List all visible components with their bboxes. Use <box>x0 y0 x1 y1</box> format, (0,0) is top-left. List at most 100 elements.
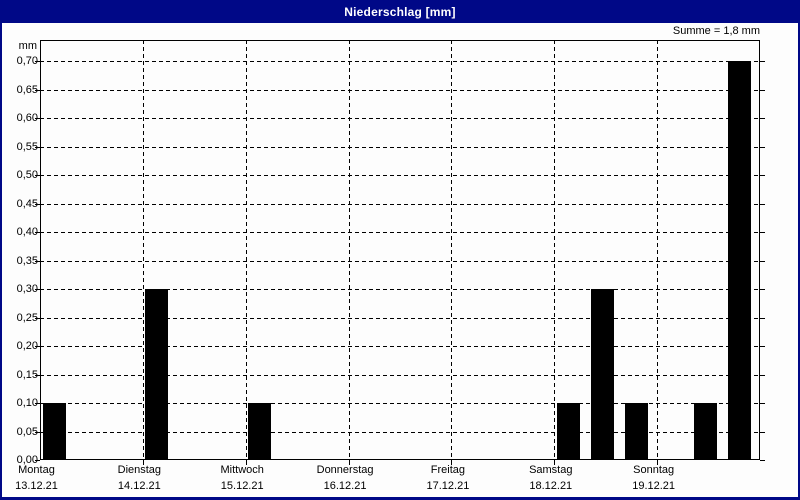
y-tick-left <box>35 146 40 148</box>
precipitation-bar <box>556 403 580 460</box>
h-gridline <box>40 260 760 262</box>
y-tick-left <box>35 61 40 62</box>
window-border-left <box>0 0 2 500</box>
y-tick-right <box>760 317 765 319</box>
h-gridline <box>40 374 760 376</box>
y-tick-left <box>35 431 40 433</box>
y-tick-right <box>760 203 765 205</box>
x-tick <box>245 460 247 465</box>
y-tick-left <box>35 289 40 290</box>
y-tick-label: 0,35 <box>16 254 38 267</box>
h-gridline <box>40 146 760 148</box>
h-gridline <box>40 175 760 176</box>
x-tick <box>657 460 659 465</box>
v-gridline <box>657 40 659 460</box>
y-tick-left <box>35 403 40 404</box>
x-tick <box>348 460 350 465</box>
y-tick-left <box>35 260 40 262</box>
h-gridline <box>40 203 760 205</box>
y-tick-left <box>35 232 40 233</box>
sum-annotation: Summe = 1,8 mm <box>672 25 760 37</box>
x-date-label: 18.12.21 <box>529 480 573 492</box>
x-day-label: Mittwoch <box>220 464 264 476</box>
v-gridline <box>451 40 453 460</box>
y-tick-left <box>35 175 40 176</box>
precipitation-bar <box>625 403 649 460</box>
x-date-label: 13.12.21 <box>15 480 58 492</box>
y-tick-left <box>35 346 40 347</box>
y-tick-right <box>760 374 765 376</box>
x-day-label: Freitag <box>430 464 466 476</box>
x-date-label: 15.12.21 <box>220 480 264 492</box>
x-day-label: Montag <box>18 464 55 476</box>
title-bar: Niederschlag [mm] <box>0 0 800 23</box>
h-gridline <box>40 431 760 433</box>
h-gridline <box>40 61 760 62</box>
y-tick-right <box>760 260 765 262</box>
h-gridline <box>40 317 760 319</box>
x-date-label: 17.12.21 <box>426 480 470 492</box>
y-tick-left <box>35 118 40 119</box>
x-tick <box>451 460 453 465</box>
x-date-label: 19.12.21 <box>632 480 676 492</box>
x-date-label: 16.12.21 <box>323 480 367 492</box>
y-tick-label: 0,05 <box>16 425 38 438</box>
h-gridline <box>40 346 760 347</box>
y-tick-label: 0,45 <box>16 197 38 210</box>
y-tick-right <box>760 460 765 461</box>
v-gridline <box>142 40 144 460</box>
h-gridline <box>40 118 760 119</box>
y-tick-right <box>760 118 765 119</box>
h-gridline <box>40 289 760 290</box>
v-gridline <box>245 40 247 460</box>
y-tick-label: 0,00 <box>16 454 38 466</box>
window-border-right <box>798 0 800 500</box>
precipitation-bar <box>42 403 66 460</box>
y-tick-right <box>760 431 765 433</box>
precipitation-bar <box>693 403 717 460</box>
v-gridline <box>554 40 556 460</box>
precipitation-bar <box>591 289 615 460</box>
x-day-label: Donnerstag <box>316 464 374 476</box>
y-tick-right <box>760 89 765 91</box>
y-tick-label: 0,55 <box>16 140 38 153</box>
y-tick-label: 0,10 <box>16 397 38 409</box>
y-tick-right <box>760 232 765 233</box>
x-tick <box>554 460 556 465</box>
y-tick-label: 0,70 <box>16 55 38 67</box>
y-tick-label: 0,30 <box>16 283 38 295</box>
window-border-bottom <box>0 497 800 500</box>
y-tick-label: 0,60 <box>16 112 38 124</box>
y-tick-label: 0,40 <box>16 226 38 238</box>
y-tick-right <box>760 61 765 62</box>
precipitation-bar <box>728 61 752 460</box>
y-tick-right <box>760 146 765 148</box>
v-gridline <box>348 40 350 460</box>
y-tick-label: 0,15 <box>16 368 38 381</box>
y-tick-label: 0,65 <box>16 83 38 96</box>
x-tick <box>142 460 144 465</box>
x-day-label: Dienstag <box>117 464 162 476</box>
y-tick-left <box>35 203 40 205</box>
h-gridline <box>40 89 760 91</box>
y-tick-label: 0,20 <box>16 340 38 352</box>
x-day-label: Samstag <box>529 464 573 476</box>
y-tick-left <box>35 317 40 319</box>
y-tick-left <box>35 89 40 91</box>
y-axis-unit-label: mm <box>18 40 37 52</box>
y-tick-right <box>760 289 765 290</box>
y-tick-left <box>35 460 40 461</box>
h-gridline <box>40 403 760 404</box>
precipitation-bar <box>145 289 169 460</box>
y-tick-right <box>760 175 765 176</box>
precipitation-bar <box>248 403 272 460</box>
y-tick-right <box>760 403 765 404</box>
y-tick-label: 0,50 <box>16 169 38 181</box>
h-gridline <box>40 232 760 233</box>
x-day-label: Sonntag <box>633 464 675 476</box>
plot-frame <box>40 40 760 460</box>
chart-title: Niederschlag [mm] <box>344 4 456 19</box>
y-tick-right <box>760 346 765 347</box>
